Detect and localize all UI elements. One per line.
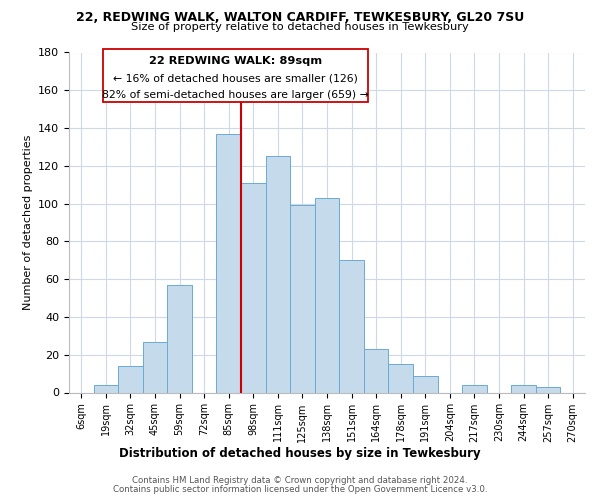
Bar xyxy=(241,183,266,392)
Bar xyxy=(315,198,339,392)
Bar xyxy=(462,385,487,392)
Bar xyxy=(364,349,388,393)
Bar xyxy=(536,387,560,392)
Text: ← 16% of detached houses are smaller (126): ← 16% of detached houses are smaller (12… xyxy=(113,73,358,83)
Bar xyxy=(143,342,167,392)
Bar xyxy=(290,206,315,392)
Bar xyxy=(413,376,437,392)
FancyBboxPatch shape xyxy=(103,49,368,102)
Bar xyxy=(167,285,192,393)
Bar xyxy=(94,385,118,392)
Bar xyxy=(266,156,290,392)
Bar xyxy=(388,364,413,392)
Y-axis label: Number of detached properties: Number of detached properties xyxy=(23,135,32,310)
Text: 22, REDWING WALK, WALTON CARDIFF, TEWKESBURY, GL20 7SU: 22, REDWING WALK, WALTON CARDIFF, TEWKES… xyxy=(76,11,524,24)
Bar xyxy=(339,260,364,392)
Bar xyxy=(217,134,241,392)
Bar xyxy=(118,366,143,392)
Text: 22 REDWING WALK: 89sqm: 22 REDWING WALK: 89sqm xyxy=(149,56,322,66)
Text: Contains public sector information licensed under the Open Government Licence v3: Contains public sector information licen… xyxy=(113,485,487,494)
Bar xyxy=(511,385,536,392)
Text: 82% of semi-detached houses are larger (659) →: 82% of semi-detached houses are larger (… xyxy=(102,90,369,100)
Text: Contains HM Land Registry data © Crown copyright and database right 2024.: Contains HM Land Registry data © Crown c… xyxy=(132,476,468,485)
Text: Size of property relative to detached houses in Tewkesbury: Size of property relative to detached ho… xyxy=(131,22,469,32)
Text: Distribution of detached houses by size in Tewkesbury: Distribution of detached houses by size … xyxy=(119,446,481,460)
